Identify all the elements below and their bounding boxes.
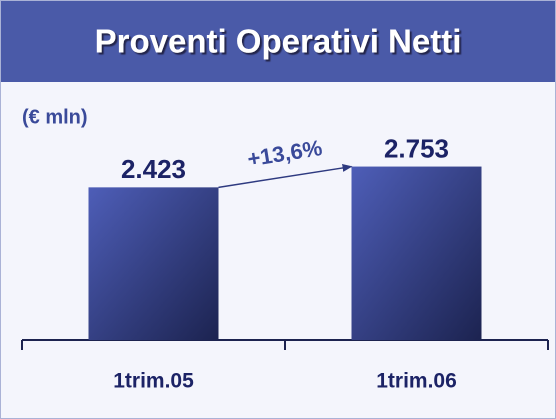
bar bbox=[351, 166, 482, 340]
header-band bbox=[1, 1, 555, 82]
subtitle: (€ mln) bbox=[22, 106, 88, 128]
growth-arrow bbox=[218, 163, 353, 189]
value-label: 2.423 bbox=[121, 154, 186, 184]
value-label: 2.753 bbox=[384, 133, 449, 163]
x-tick-label: 1trim.06 bbox=[376, 370, 457, 393]
chart-title: Proventi Operativi Netti bbox=[95, 23, 462, 60]
bar bbox=[88, 187, 219, 340]
x-tick-label: 1trim.05 bbox=[113, 370, 194, 393]
